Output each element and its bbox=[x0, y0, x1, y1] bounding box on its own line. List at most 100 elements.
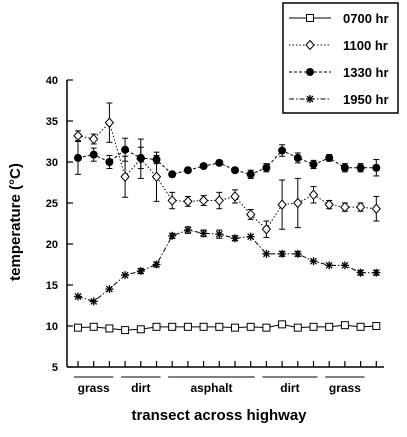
data-point bbox=[278, 249, 287, 258]
asterisk-stroke bbox=[278, 250, 286, 258]
asterisk-stroke bbox=[372, 269, 380, 277]
region-label: dirt bbox=[131, 381, 150, 395]
data-point bbox=[293, 153, 302, 162]
data-point bbox=[89, 322, 98, 331]
data-point bbox=[136, 267, 145, 276]
series-line bbox=[77, 229, 377, 302]
region-label: grass bbox=[329, 381, 361, 395]
data-point bbox=[309, 257, 318, 266]
series-line bbox=[77, 149, 377, 175]
data-point bbox=[167, 195, 177, 206]
data-point bbox=[214, 195, 224, 206]
data-point bbox=[121, 326, 130, 335]
data-point bbox=[231, 323, 239, 332]
data-point bbox=[306, 68, 314, 76]
legend-label: 0700 hr bbox=[343, 11, 389, 26]
legend-label: 1950 hr bbox=[343, 92, 389, 107]
data-point bbox=[278, 146, 287, 155]
asterisk-stroke bbox=[325, 261, 333, 269]
data-point bbox=[246, 170, 255, 179]
asterisk-stroke bbox=[247, 233, 255, 241]
data-point bbox=[340, 261, 349, 270]
data-point bbox=[340, 163, 349, 172]
asterisk-stroke bbox=[200, 229, 208, 237]
data-point bbox=[73, 130, 83, 142]
data-point bbox=[340, 201, 350, 213]
data-point bbox=[372, 268, 381, 277]
data-point bbox=[305, 39, 315, 51]
data-point bbox=[215, 322, 224, 331]
asterisk-stroke bbox=[341, 261, 349, 269]
region-label: asphalt bbox=[190, 381, 232, 395]
asterisk-stroke bbox=[310, 257, 317, 265]
data-point bbox=[261, 223, 272, 235]
data-point bbox=[199, 229, 208, 238]
data-point bbox=[262, 163, 271, 172]
data-point bbox=[246, 322, 255, 331]
data-point bbox=[168, 322, 177, 331]
data-point bbox=[356, 322, 365, 331]
data-point bbox=[105, 158, 114, 166]
data-point bbox=[136, 325, 145, 334]
data-point bbox=[199, 322, 208, 331]
asterisk-stroke bbox=[121, 271, 129, 279]
y-tick-label: 35 bbox=[46, 116, 58, 128]
data-point bbox=[104, 117, 115, 128]
y-tick-label: 25 bbox=[46, 198, 58, 210]
y-tick-label: 15 bbox=[46, 280, 58, 292]
data-point bbox=[324, 199, 334, 210]
data-point bbox=[198, 195, 209, 206]
data-point bbox=[309, 160, 318, 169]
asterisk-stroke bbox=[306, 95, 314, 103]
data-point bbox=[121, 271, 130, 280]
data-point bbox=[151, 171, 162, 183]
data-point bbox=[372, 163, 381, 172]
data-point bbox=[183, 166, 192, 175]
data-point bbox=[306, 14, 314, 22]
data-point bbox=[136, 153, 145, 162]
series-1330-hr bbox=[74, 137, 381, 179]
data-point bbox=[278, 320, 287, 329]
data-point bbox=[183, 226, 192, 235]
data-point bbox=[277, 199, 287, 210]
legend: 0700 hr 1100 hr 1330 hr 1950 hr bbox=[282, 2, 399, 114]
y-tick-label: 20 bbox=[46, 239, 58, 251]
data-point bbox=[168, 170, 177, 179]
y-tick-label: 5 bbox=[52, 362, 58, 374]
data-point bbox=[246, 209, 256, 220]
data-point bbox=[74, 153, 82, 162]
data-point bbox=[215, 230, 224, 239]
data-point bbox=[231, 166, 239, 175]
series-1100-hr bbox=[73, 102, 381, 238]
data-point bbox=[168, 231, 177, 240]
data-point bbox=[308, 189, 319, 201]
region-label: grass bbox=[78, 381, 110, 395]
asterisk-stroke bbox=[90, 297, 98, 305]
data-point bbox=[231, 234, 239, 243]
series-0700-hr bbox=[74, 320, 381, 335]
region-label: dirt bbox=[280, 381, 299, 395]
data-point bbox=[356, 163, 365, 172]
y-axis-label: temperature (°C) bbox=[7, 163, 24, 281]
asterisk-stroke bbox=[231, 234, 239, 242]
data-point bbox=[152, 322, 161, 331]
data-point bbox=[293, 249, 302, 258]
y-tick-label: 40 bbox=[46, 75, 58, 87]
data-point bbox=[183, 322, 192, 331]
asterisk-stroke bbox=[137, 267, 145, 275]
asterisk-stroke bbox=[168, 232, 176, 240]
data-point bbox=[340, 321, 349, 330]
data-point bbox=[199, 162, 208, 171]
data-point bbox=[230, 191, 240, 202]
data-point bbox=[74, 323, 82, 332]
asterisk-stroke bbox=[105, 285, 113, 293]
data-point bbox=[325, 153, 334, 162]
data-point bbox=[356, 268, 365, 277]
data-point bbox=[262, 323, 271, 332]
data-point bbox=[152, 155, 161, 164]
data-point bbox=[293, 197, 303, 209]
data-point bbox=[120, 171, 130, 183]
data-point bbox=[293, 323, 302, 332]
y-tick-label: 10 bbox=[46, 321, 58, 333]
